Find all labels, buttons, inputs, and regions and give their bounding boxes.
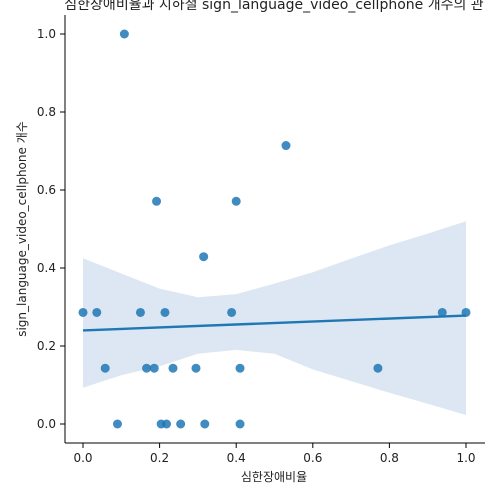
y-tick-label: 0.6 <box>37 183 56 197</box>
data-point <box>235 419 245 429</box>
x-tick-label: 0.8 <box>380 451 399 465</box>
data-point <box>231 196 241 206</box>
data-point <box>160 307 170 317</box>
data-point <box>437 307 447 317</box>
x-tick-label: 0.0 <box>73 451 92 465</box>
data-point <box>168 363 178 373</box>
data-point <box>373 363 383 373</box>
data-point <box>281 141 291 151</box>
data-point <box>199 252 209 262</box>
data-point <box>235 363 245 373</box>
regression-line <box>82 314 467 332</box>
data-point <box>92 307 102 317</box>
data-point <box>112 419 122 429</box>
data-point <box>227 307 237 317</box>
y-axis-title: sign_language_video_cellphone 개수 <box>15 121 29 337</box>
data-point <box>461 307 471 317</box>
data-point <box>142 363 152 373</box>
y-tick-label: 1.0 <box>37 27 56 41</box>
x-axis-ticks: 0.0 0.2 0.4 0.6 0.8 1.0 <box>73 443 476 465</box>
data-points <box>78 29 471 429</box>
y-tick-label: 0.2 <box>37 339 56 353</box>
data-point <box>119 29 129 39</box>
x-tick-label: 1.0 <box>456 451 475 465</box>
y-axis-ticks: 0.0 0.2 0.4 0.6 0.8 1.0 <box>37 27 65 431</box>
chart-title: 심한장애비율과 지하철 sign_language_video_cellphon… <box>64 0 484 13</box>
data-point <box>135 307 145 317</box>
data-point <box>200 419 210 429</box>
data-point <box>78 307 88 317</box>
confidence-band <box>83 221 466 416</box>
x-tick-label: 0.2 <box>150 451 169 465</box>
y-tick-label: 0.4 <box>37 261 56 275</box>
data-point <box>161 419 171 429</box>
x-axis-title: 심한장애비율 <box>241 470 307 484</box>
x-tick-label: 0.6 <box>303 451 322 465</box>
y-tick-label: 0.8 <box>37 105 56 119</box>
data-point <box>176 419 186 429</box>
data-point <box>152 196 162 206</box>
data-point <box>191 363 201 373</box>
y-tick-label: 0.0 <box>37 417 56 431</box>
data-point <box>149 363 159 373</box>
x-tick-label: 0.4 <box>227 451 246 465</box>
data-point <box>100 363 110 373</box>
